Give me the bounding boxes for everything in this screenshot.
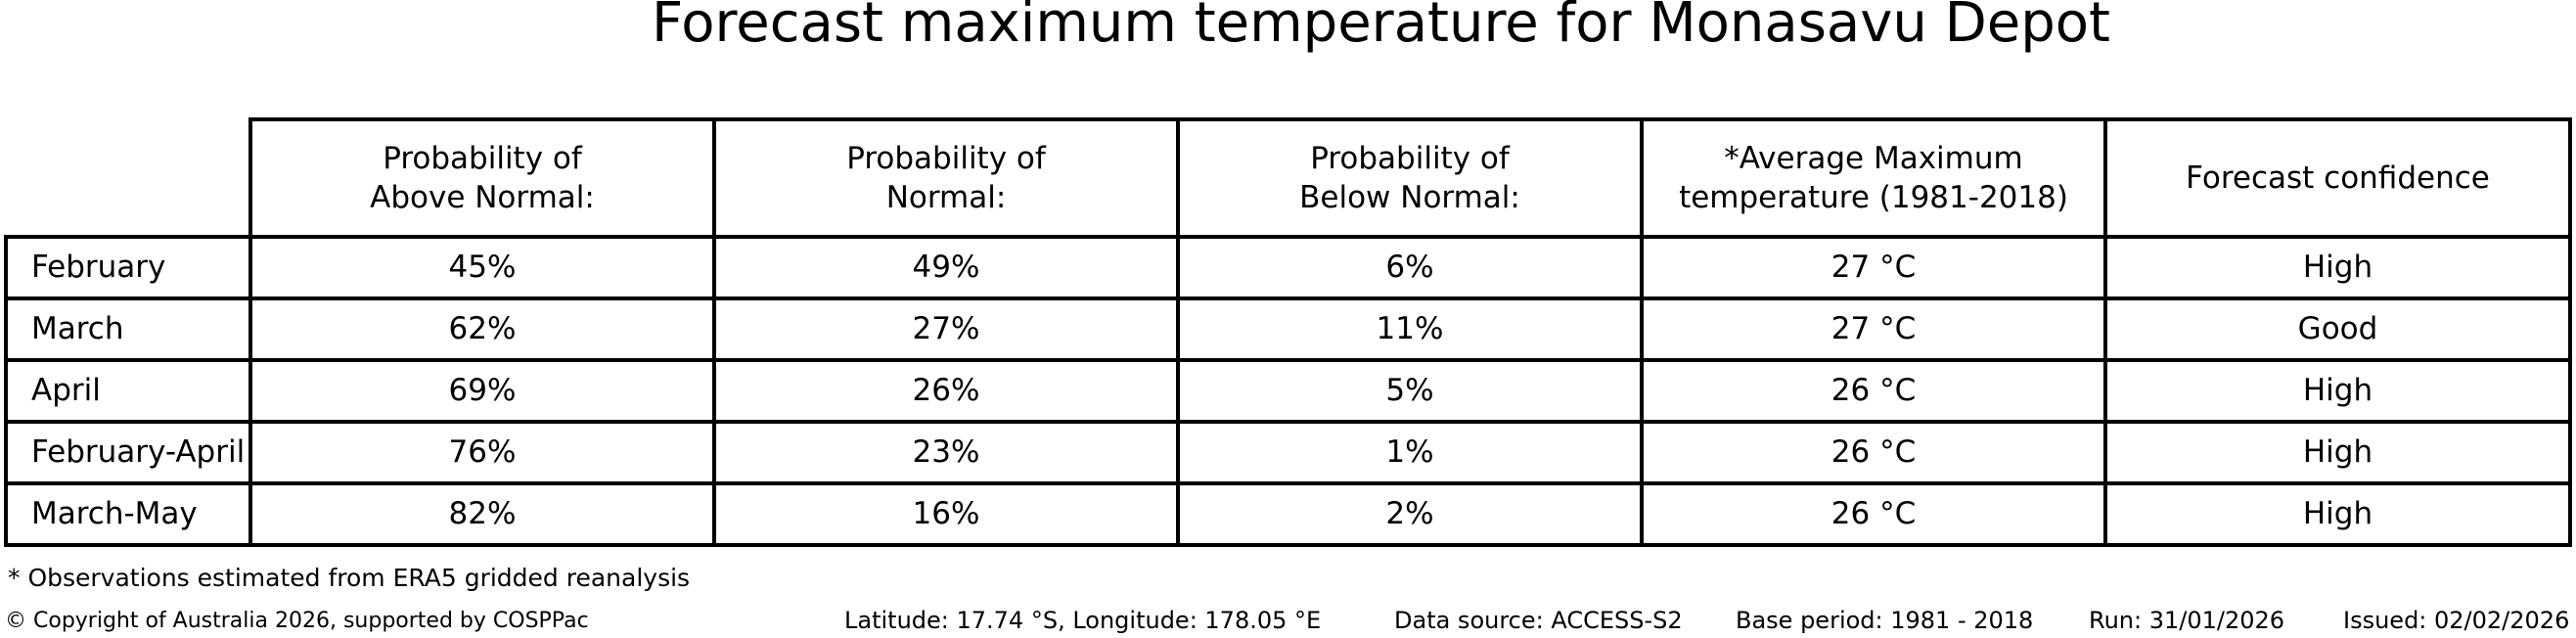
table-header-row: Probability of Above Normal: Probability… [6, 117, 2572, 239]
table-row-april: April 69% 26% 5% 26 °C High [4, 358, 2572, 424]
cell-normal: 16% [712, 481, 1180, 547]
cell-normal: 26% [712, 358, 1180, 424]
cell-above-normal: 69% [249, 358, 716, 424]
cell-above-normal: 76% [249, 420, 716, 485]
row-label: March-May [4, 481, 252, 547]
cell-forecast-confidence: High [2103, 235, 2572, 300]
cell-forecast-confidence: High [2103, 420, 2572, 485]
cell-normal: 23% [712, 420, 1180, 485]
cell-above-normal: 62% [249, 296, 716, 362]
column-header-forecast-confidence: Forecast confidence [2103, 117, 2572, 239]
cell-average-max-temp: 26 °C [1640, 420, 2107, 485]
data-source-text: Data source: ACCESS-S2 [1394, 607, 1683, 634]
row-label: April [4, 358, 252, 424]
cell-above-normal: 82% [249, 481, 716, 547]
cell-below-normal: 1% [1176, 420, 1644, 485]
cell-average-max-temp: 27 °C [1640, 235, 2107, 300]
cell-average-max-temp: 26 °C [1640, 358, 2107, 424]
column-header-below-normal: Probability of Below Normal: [1176, 117, 1644, 239]
forecast-table: Probability of Above Normal: Probability… [4, 117, 2572, 547]
row-label: February-April [4, 420, 252, 485]
cell-forecast-confidence: High [2103, 481, 2572, 547]
cell-normal: 27% [712, 296, 1180, 362]
cell-forecast-confidence: High [2103, 358, 2572, 424]
column-header-above-normal: Probability of Above Normal: [249, 117, 716, 239]
table-row-march-may: March-May 82% 16% 2% 26 °C High [4, 481, 2572, 547]
location-coordinates-text: Latitude: 17.74 °S, Longitude: 178.05 °E [844, 607, 1322, 634]
cell-below-normal: 5% [1176, 358, 1644, 424]
copyright-text: © Copyright of Australia 2026, supported… [5, 609, 589, 633]
issued-date-text: Issued: 02/02/2026 [2343, 607, 2570, 634]
cell-below-normal: 2% [1176, 481, 1644, 547]
cell-forecast-confidence: Good [2103, 296, 2572, 362]
cell-below-normal: 6% [1176, 235, 1644, 300]
table-row-february-april: February-April 76% 23% 1% 26 °C High [4, 420, 2572, 485]
run-date-text: Run: 31/01/2026 [2089, 607, 2285, 634]
column-header-normal: Probability of Normal: [712, 117, 1180, 239]
row-label: February [4, 235, 252, 300]
cell-average-max-temp: 27 °C [1640, 296, 2107, 362]
cell-normal: 49% [712, 235, 1180, 300]
table-corner-blank [6, 119, 250, 237]
cell-average-max-temp: 26 °C [1640, 481, 2107, 547]
table-row-march: March 62% 27% 11% 27 °C Good [4, 296, 2572, 362]
column-header-average-max-temp: *Average Maximum temperature (1981-2018) [1640, 117, 2107, 239]
page-title: Forecast maximum temperature for Monasav… [652, 0, 2110, 55]
observations-footnote: * Observations estimated from ERA5 gridd… [8, 564, 691, 592]
cell-above-normal: 45% [249, 235, 716, 300]
base-period-text: Base period: 1981 - 2018 [1736, 607, 2034, 634]
cell-below-normal: 11% [1176, 296, 1644, 362]
row-label: March [4, 296, 252, 362]
table-row-february: February 45% 49% 6% 27 °C High [4, 235, 2572, 300]
